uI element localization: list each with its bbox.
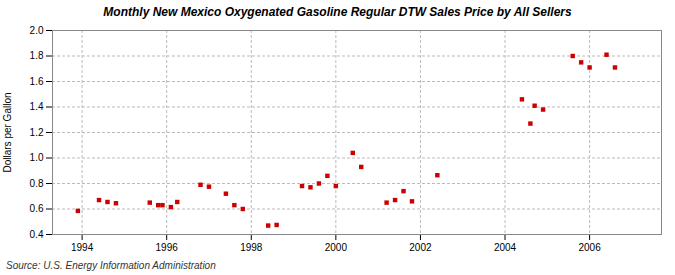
svg-text:2006: 2006: [578, 242, 601, 253]
html-text:Monthly New Mexico Oxygenated: Monthly New Mexico Oxygenated Gasoline R…: [103, 5, 572, 19]
svg-text:1996: 1996: [156, 242, 179, 253]
svg-text:1994: 1994: [71, 242, 94, 253]
svg-text:2004: 2004: [494, 242, 517, 253]
svg-text:0.4: 0.4: [30, 229, 44, 240]
svg-text:Dollars per Gallon: Dollars per Gallon: [2, 92, 13, 172]
svg-text:2000: 2000: [325, 242, 348, 253]
svg-text:1.0: 1.0: [30, 152, 44, 163]
svg-text:0.8: 0.8: [30, 178, 44, 189]
svg-text:1.8: 1.8: [30, 50, 44, 61]
svg-text:1.2: 1.2: [30, 127, 44, 138]
svg-text:1.6: 1.6: [30, 76, 44, 87]
svg-text:0.6: 0.6: [30, 203, 44, 214]
html-text:Source: U.S. Energy Informatio: Source: U.S. Energy Information Administ…: [6, 260, 216, 271]
svg-text:1998: 1998: [240, 242, 263, 253]
svg-text:2002: 2002: [409, 242, 432, 253]
svg-text:2.0: 2.0: [30, 25, 44, 36]
svg-text:1.4: 1.4: [30, 101, 44, 112]
